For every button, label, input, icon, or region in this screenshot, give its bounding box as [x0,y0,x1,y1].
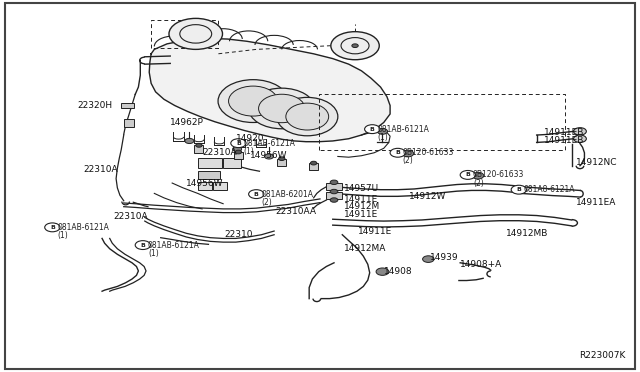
Ellipse shape [228,86,278,116]
Ellipse shape [276,97,338,136]
Bar [124,119,134,127]
Circle shape [135,241,150,250]
Polygon shape [149,38,390,142]
Bar [326,192,342,199]
Text: 081AB-6201A: 081AB-6201A [261,190,314,199]
Circle shape [236,150,242,154]
Text: 0B120-61633: 0B120-61633 [473,170,524,179]
Text: 14912W: 14912W [409,192,447,201]
Circle shape [278,157,285,161]
Text: 14908: 14908 [384,267,412,276]
Text: 14911EA: 14911EA [576,199,616,208]
Text: 14957U: 14957U [344,184,379,193]
Text: 22310A: 22310A [202,148,237,157]
Circle shape [169,18,223,49]
Text: (2): (2) [261,198,272,207]
Text: 14911E: 14911E [344,195,378,204]
Text: B: B [396,150,400,155]
Bar [326,183,342,190]
Text: R223007K: R223007K [579,350,626,360]
Circle shape [196,144,202,147]
Text: 22310: 22310 [225,230,253,239]
Circle shape [330,189,338,194]
Text: 081AB-6121A: 081AB-6121A [378,125,429,134]
Bar [213,182,227,190]
Circle shape [573,135,586,142]
Bar [223,158,241,168]
Text: 081AB-6121A: 081AB-6121A [244,139,296,148]
Text: 22320H: 22320H [78,101,113,110]
Ellipse shape [218,80,288,122]
Circle shape [422,256,434,262]
Bar [195,145,204,153]
Circle shape [331,32,380,60]
Text: 14911EB: 14911EB [544,128,585,137]
Text: 14911EB: 14911EB [544,136,585,145]
Circle shape [472,172,484,179]
Text: 14956W: 14956W [186,179,224,187]
Text: (2): (2) [403,156,413,166]
Circle shape [352,44,358,48]
Bar [234,152,243,160]
Circle shape [45,223,60,232]
Circle shape [185,138,194,144]
Bar [198,171,220,179]
Bar [277,159,286,166]
Bar [121,103,134,109]
Text: B: B [236,141,241,146]
Text: 14912MA: 14912MA [344,244,386,253]
Circle shape [330,180,338,185]
Bar [198,182,212,190]
Text: B: B [254,192,259,197]
Text: 14908+A: 14908+A [460,260,502,269]
Circle shape [402,150,413,157]
Text: (1): (1) [244,147,254,156]
Text: 22310A: 22310A [83,164,118,173]
Circle shape [233,147,242,152]
Text: B: B [50,225,55,230]
Circle shape [460,170,476,179]
Text: B: B [516,187,521,192]
Text: (1): (1) [58,231,68,240]
Text: (1): (1) [378,133,388,142]
Ellipse shape [259,94,305,123]
Circle shape [511,185,527,194]
Text: 14911E: 14911E [344,209,378,219]
Text: 14920: 14920 [236,134,264,143]
Circle shape [376,268,389,275]
Text: (2): (2) [473,179,484,187]
Text: B: B [370,126,374,132]
Text: 14911E: 14911E [358,227,392,235]
Text: 14939: 14939 [429,253,458,263]
Circle shape [365,125,380,134]
Circle shape [310,161,317,165]
Text: 14912M: 14912M [344,202,380,211]
Text: 22310AA: 22310AA [275,206,316,216]
Text: 14912NC: 14912NC [576,158,618,167]
Text: 081AB-6121A: 081AB-6121A [58,223,109,232]
Circle shape [231,139,246,148]
Text: 081AB-6121A: 081AB-6121A [148,241,200,250]
Text: 14912MB: 14912MB [506,230,548,238]
Text: 22310A: 22310A [113,212,148,221]
Ellipse shape [286,103,329,130]
Text: 14956W: 14956W [250,151,287,160]
Circle shape [390,148,405,157]
Text: (1): (1) [148,249,159,258]
Circle shape [248,190,264,199]
Ellipse shape [248,88,315,129]
Bar [198,158,222,168]
Circle shape [378,128,388,134]
Circle shape [264,154,273,159]
Bar [309,163,318,170]
Text: B: B [465,173,470,177]
Text: 0B120-61633: 0B120-61633 [403,148,454,157]
Circle shape [573,128,586,135]
Circle shape [330,198,338,202]
Text: 14962P: 14962P [170,118,204,127]
Text: B: B [140,243,145,248]
Text: 081A8-6121A: 081A8-6121A [524,185,575,194]
